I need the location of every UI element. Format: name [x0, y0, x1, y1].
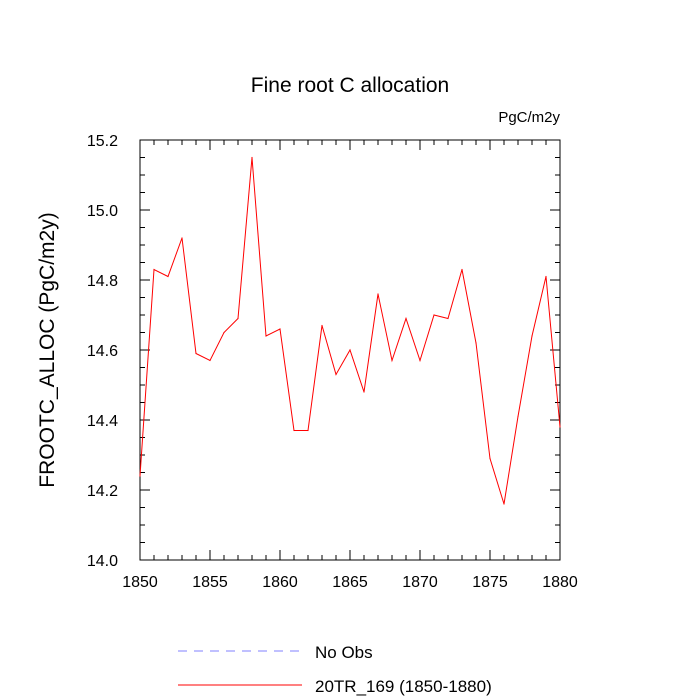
data-point [251, 156, 253, 159]
data-point [307, 429, 309, 432]
data-point [447, 317, 449, 320]
x-tick-label: 1880 [542, 574, 578, 591]
data-point [335, 373, 337, 376]
x-tick-label: 1855 [192, 574, 228, 591]
y-tick-label: 15.2 [87, 133, 118, 150]
data-point [237, 317, 239, 320]
legend-label: No Obs [315, 643, 373, 662]
data-point [153, 268, 155, 271]
data-point [167, 275, 169, 278]
chart-title: Fine root C allocation [251, 74, 449, 97]
series-group [139, 156, 561, 505]
data-point [531, 335, 533, 337]
x-tick-label: 1850 [122, 574, 158, 591]
data-point [363, 391, 365, 393]
legend: No Obs 20TR_169 (1850-1880) [178, 643, 492, 696]
data-point [139, 475, 141, 477]
data-point [475, 342, 477, 344]
y-tick-label: 14.0 [87, 553, 118, 570]
data-point [517, 415, 519, 418]
x-tick-label: 1870 [402, 574, 438, 591]
data-point [433, 314, 435, 316]
y-tick-label: 14.6 [87, 343, 118, 360]
data-point [209, 359, 211, 362]
x-tick-label: 1865 [332, 574, 368, 591]
data-point [419, 359, 421, 362]
y-tick-label: 15.0 [87, 203, 118, 220]
y-tick-label: 14.8 [87, 273, 118, 290]
x-tick-label: 1875 [472, 574, 508, 591]
tick-group [139, 139, 561, 561]
data-point [223, 331, 225, 334]
data-point [559, 426, 561, 428]
data-point [489, 457, 491, 460]
y-tick-label: 14.4 [87, 413, 118, 430]
data-point [293, 429, 295, 432]
data-point [349, 349, 351, 351]
data-point [545, 275, 547, 278]
data-point [503, 503, 505, 505]
data-point [279, 328, 281, 330]
y-tick-label: 14.2 [87, 483, 118, 500]
data-point [181, 237, 183, 239]
data-point [321, 324, 323, 327]
units-label: PgC/m2y [498, 109, 560, 126]
data-point [377, 293, 379, 295]
y-axis-label: FROOTC_ALLOC (PgC/m2y) [36, 212, 59, 487]
data-point [265, 335, 267, 337]
data-point [195, 352, 197, 355]
series-line [139, 157, 561, 505]
x-tick-label: 1860 [262, 574, 298, 591]
tick-label-group: 1850 1855 1860 1865 1870 1875 1880 14.0 14.2 14.4… [87, 133, 578, 591]
data-point [461, 268, 463, 271]
data-point [405, 317, 407, 320]
legend-label: 20TR_169 (1850-1880) [315, 677, 492, 696]
data-point [391, 359, 393, 362]
